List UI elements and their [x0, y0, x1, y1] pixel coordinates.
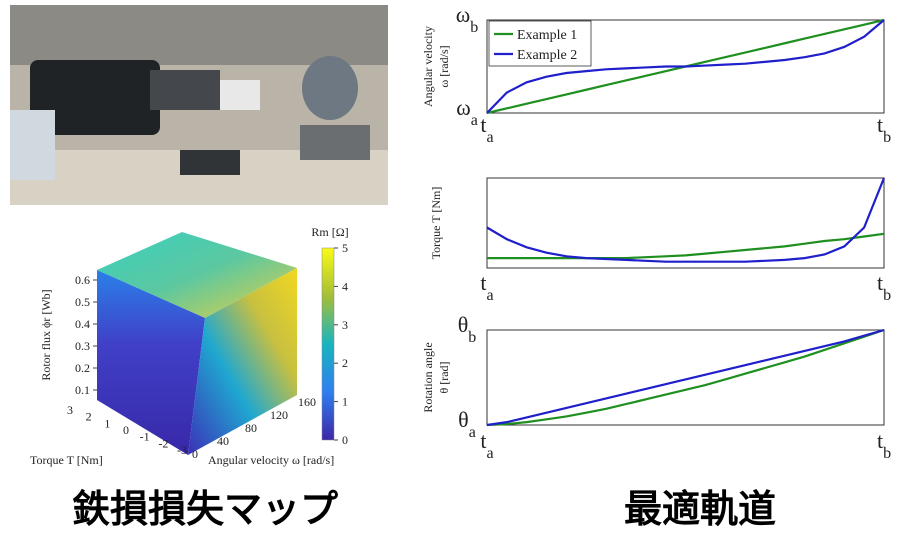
colorbar-tick-label: 3: [342, 318, 348, 332]
tick-label-sub: b: [470, 19, 478, 36]
flux-tick-label: 0.2: [75, 361, 90, 375]
speed-tick-label: 40: [217, 434, 229, 448]
tick-label: ta: [480, 270, 493, 304]
tick-label: θb: [458, 312, 477, 346]
plot-frame: [486, 329, 885, 426]
speed-tick-label: 80: [245, 421, 257, 435]
speed-tick-label: 0: [192, 447, 198, 461]
flux-tick-label: 0.4: [75, 317, 90, 331]
torque-tick-label: -2: [158, 436, 168, 450]
tick-label-main: t: [480, 428, 486, 453]
plot-frame: [486, 177, 885, 269]
tick-label-main: ω: [456, 2, 470, 27]
tick-label: tb: [877, 270, 891, 304]
colorbar-tick-label: 1: [342, 395, 348, 409]
tick-label-sub: b: [468, 329, 476, 346]
caption: 鉄損損失マップ: [72, 487, 338, 531]
y-axis-title: θ [rad]: [437, 361, 451, 393]
tick-label-main: t: [480, 112, 486, 137]
flux-tick-label: 0.5: [75, 295, 90, 309]
tick-label-sub: a: [487, 287, 494, 304]
caption: 最適軌道: [624, 487, 776, 531]
tick-label-sub: a: [487, 129, 494, 146]
flux-tick-label: 0.6: [75, 273, 90, 287]
tick-label: tb: [877, 428, 891, 462]
colorbar-title: Rm [Ω]: [311, 225, 348, 239]
tick-label: ωb: [456, 2, 478, 36]
torque-tick-label: 3: [67, 403, 73, 417]
colorbar-tick-label: 4: [342, 279, 348, 293]
tick-label-sub: a: [471, 112, 478, 129]
tick-label-main: θ: [458, 312, 469, 337]
cube-top-face: [97, 232, 297, 318]
cube-left-face: [97, 270, 205, 455]
torque-label: Torque T [Nm]: [30, 453, 103, 467]
tick-label-main: t: [877, 112, 883, 137]
speed-label: Angular velocity ω [rad/s]: [208, 453, 334, 467]
colorbar: [321, 247, 335, 441]
tick-label: ta: [480, 428, 493, 462]
flux-tick-label: 0.3: [75, 339, 90, 353]
line-series: [487, 232, 885, 260]
tick-label: ta: [480, 112, 493, 146]
photo: [10, 5, 388, 205]
tick-label-main: θ: [458, 407, 469, 432]
line-series: [486, 328, 885, 427]
tick-label-main: ω: [456, 95, 470, 120]
tick-label-sub: a: [469, 424, 476, 441]
tick-label: θa: [458, 407, 476, 441]
line-series: [486, 328, 885, 427]
tick-label-main: t: [877, 270, 883, 295]
line-series: [486, 177, 886, 263]
tick-label-main: t: [480, 270, 486, 295]
y-axis-title: Rotation angle: [421, 342, 435, 412]
torque-tick-label: 0: [123, 423, 129, 437]
speed-tick-label: 120: [270, 408, 288, 422]
legend-label: Example 1: [517, 28, 577, 43]
plot-frame: [486, 19, 885, 114]
y-axis-title: ω [rad/s]: [437, 45, 451, 87]
torque-tick-label: 1: [104, 416, 110, 430]
y-axis-title: Angular velocity: [421, 26, 435, 107]
tick-label-sub: b: [883, 287, 891, 304]
cube-right-face: [188, 268, 297, 455]
flux-label: Rotor flux ϕr [Wb]: [39, 289, 53, 380]
y-axis-title: Torque T [Nm]: [429, 187, 443, 260]
legend-label: Example 2: [517, 48, 577, 63]
tick-label-main: t: [877, 428, 883, 453]
colorbar-tick-label: 5: [342, 241, 348, 255]
line-series: [486, 19, 885, 114]
torque-tick-label: -1: [140, 430, 150, 444]
tick-label-sub: b: [883, 129, 891, 146]
legend-box: [488, 20, 592, 67]
tick-label: ωa: [456, 95, 478, 129]
torque-tick-label: 2: [86, 410, 92, 424]
speed-tick-label: 160: [298, 395, 316, 409]
colorbar-tick-label: 0: [342, 433, 348, 447]
tick-label-sub: a: [487, 445, 494, 462]
torque-tick-label: -3: [177, 443, 187, 457]
flux-tick-label: 0.1: [75, 383, 90, 397]
tick-label-sub: b: [883, 445, 891, 462]
tick-label: tb: [877, 112, 891, 146]
colorbar-tick-label: 2: [342, 356, 348, 370]
